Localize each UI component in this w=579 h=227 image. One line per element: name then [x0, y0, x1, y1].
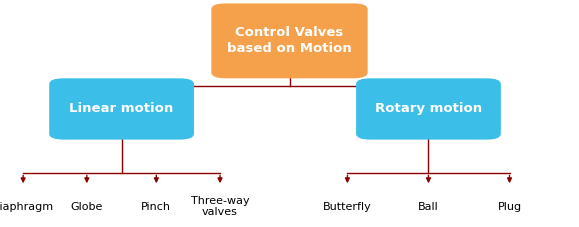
Text: Butterfly: Butterfly	[323, 202, 372, 212]
Text: Linear motion: Linear motion	[69, 102, 174, 116]
Text: Three-way
valves: Three-way valves	[190, 196, 250, 217]
FancyBboxPatch shape	[211, 3, 368, 78]
Text: Globe: Globe	[71, 202, 103, 212]
Text: Rotary motion: Rotary motion	[375, 102, 482, 116]
Text: Diaphragm: Diaphragm	[0, 202, 54, 212]
FancyBboxPatch shape	[356, 78, 501, 140]
FancyBboxPatch shape	[49, 78, 194, 140]
Text: Ball: Ball	[418, 202, 439, 212]
Text: Control Valves
based on Motion: Control Valves based on Motion	[227, 26, 352, 55]
Text: Plug: Plug	[497, 202, 522, 212]
Text: Pinch: Pinch	[141, 202, 171, 212]
